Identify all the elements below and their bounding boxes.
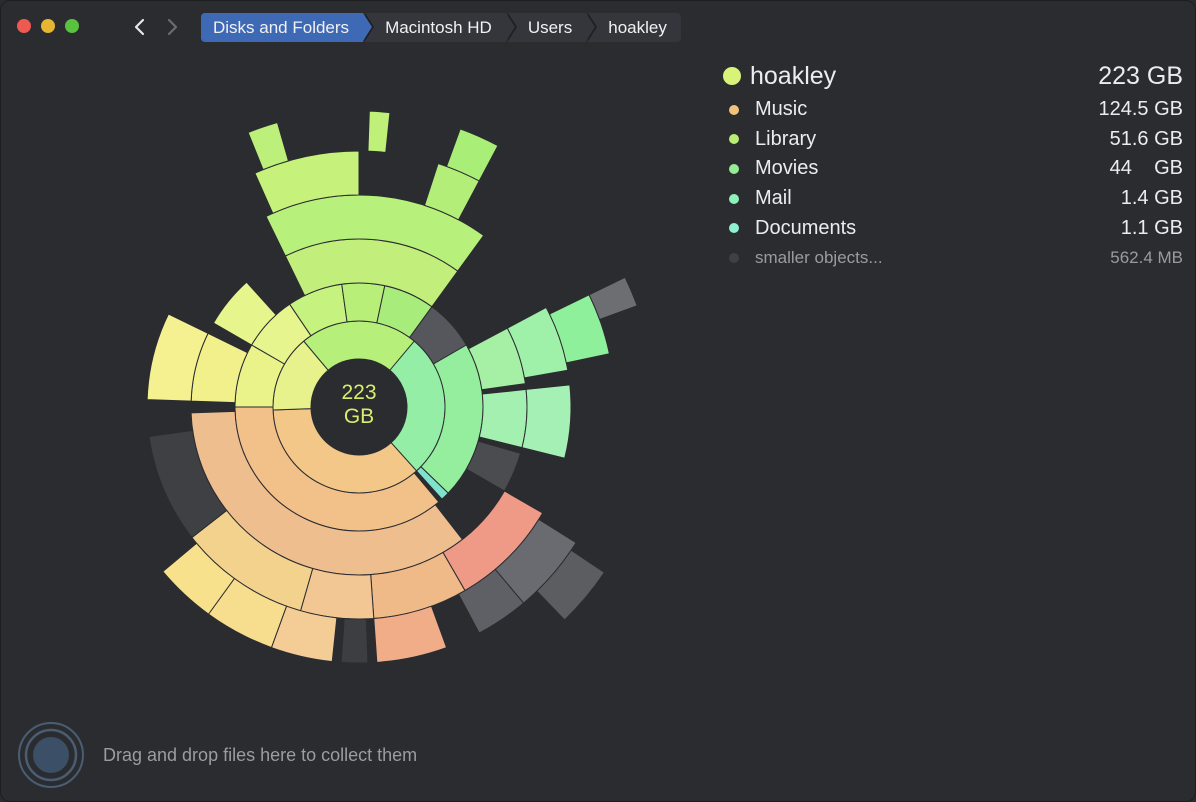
folder-color-dot [729,104,739,115]
legend-title-name: hoakley [750,61,837,90]
navigation-buttons [127,13,185,41]
sunburst-segment[interactable] [373,605,448,663]
folder-color-dot [729,223,739,234]
sunburst-segment[interactable] [367,110,391,153]
legend-item[interactable]: Mail 1.4 GB [723,184,1183,214]
folder-color-dot [729,163,739,174]
zoom-window-button[interactable] [65,19,79,33]
breadcrumb-item-hoakley[interactable]: hoakley [588,13,681,42]
sunburst-chart[interactable] [1,1,701,701]
legend-item[interactable]: Movies 44 GB [723,154,1183,184]
breadcrumb-label: Macintosh HD [385,18,492,37]
drop-zone[interactable]: Drag and drop files here to collect them [17,721,417,789]
sunburst-segment[interactable] [445,128,499,182]
legend-item-name: Movies [755,157,819,180]
center-total-label[interactable]: 223 GB [319,381,399,429]
legend-item-size: 124.5 GB [1098,98,1183,121]
legend-header: hoakley 223 GB [723,57,1183,95]
sunburst-segment[interactable] [299,567,375,620]
sunburst-segment[interactable] [146,313,209,402]
forward-button[interactable] [159,13,185,41]
sunburst-segment[interactable] [148,429,228,539]
legend-item-name: Mail [755,187,792,210]
breadcrumb-item-macintosh-hd[interactable]: Macintosh HD [365,13,517,42]
sunburst-segment[interactable] [162,542,236,615]
legend-item-size: 1.1 GB [1120,216,1183,239]
legend-item-size: 51.6 GB [1109,127,1183,150]
folder-color-dot [729,193,739,204]
sunburst-segment[interactable] [415,466,449,500]
legend-panel: hoakley 223 GB Music 124.5 GB Library 51.6 … [723,57,1183,273]
sunburst-segment[interactable] [247,121,290,171]
legend-title-size: 223 GB [1098,61,1183,90]
breadcrumb-label: Users [527,18,573,37]
breadcrumb-label: Disks and Folders [213,18,350,37]
sunburst-segment[interactable] [465,440,522,492]
breadcrumb-label: hoakley [608,18,667,37]
legend-item[interactable]: Library 51.6 GB [723,125,1183,155]
chevron-right-icon [167,18,178,36]
legend-item[interactable]: Music 124.5 GB [723,95,1183,125]
legend-item[interactable]: smaller objects... 562.4 MB [723,243,1183,273]
collect-target-icon [18,722,84,788]
center-total-unit: GB [343,405,375,428]
sunburst-segment[interactable] [478,388,528,449]
sunburst-segment[interactable] [588,276,638,321]
chevron-left-icon [134,18,145,36]
legend-item-name: smaller objects... [755,247,883,267]
legend-item-name: Documents [755,216,857,239]
close-window-button[interactable] [17,19,31,33]
minimize-window-button[interactable] [41,19,55,33]
back-button[interactable] [127,13,153,41]
folder-color-dot [729,252,739,263]
folder-color-dot [723,67,741,85]
sunburst-segment[interactable] [340,617,369,664]
drop-zone-hint: Drag and drop files here to collect them [103,744,418,765]
sunburst-segment[interactable] [521,384,572,459]
breadcrumb: Disks and Folders Macintosh HD Users hoa… [201,13,683,42]
breadcrumb-item-users[interactable]: Users [507,13,598,42]
legend-item-size: 44 GB [1109,157,1183,180]
folder-color-dot [729,134,739,145]
legend-item-size: 562.4 MB [1110,247,1183,267]
legend-item-name: Library [755,127,817,150]
breadcrumb-item-disks-and-folders[interactable]: Disks and Folders [201,13,375,42]
legend-item-size: 1.4 GB [1120,187,1183,210]
legend-item[interactable]: Documents 1.1 GB [723,213,1183,243]
sunburst-segment[interactable] [457,568,525,634]
center-total-value: 223 [341,381,377,404]
window-controls [17,19,79,33]
sunburst-segment[interactable] [212,281,277,346]
legend-item-name: Music [755,98,808,121]
sunburst-segment[interactable] [536,549,606,621]
